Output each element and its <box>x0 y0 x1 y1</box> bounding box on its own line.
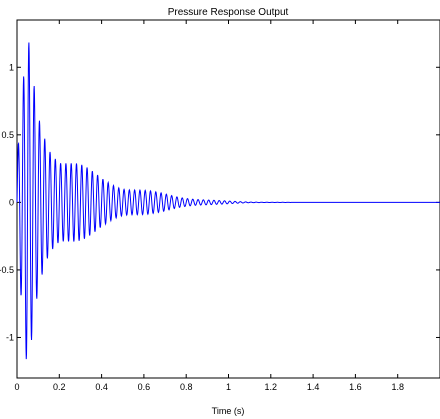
x-tick-label: 1.4 <box>307 382 320 392</box>
x-tick-label: 1.2 <box>265 382 278 392</box>
x-tick-label: 0.8 <box>180 382 193 392</box>
y-tick-label: 1 <box>9 62 14 72</box>
y-tick-label: 0.5 <box>1 130 14 140</box>
x-axis-ticks: 0 0.2 0.4 0.6 0.8 1 1.2 1.4 1.6 1.8 <box>14 20 404 392</box>
y-tick-label: 0 <box>9 197 14 207</box>
x-tick-label: 1.8 <box>391 382 404 392</box>
y-tick-label: -1 <box>6 332 14 342</box>
x-tick-label: 0 <box>14 382 19 392</box>
x-tick-label: 1 <box>226 382 231 392</box>
x-axis-label: Time (s) <box>212 406 245 416</box>
chart-title: Pressure Response Output <box>168 7 289 18</box>
x-tick-label: 0.4 <box>95 382 108 392</box>
x-tick-label: 0.6 <box>138 382 151 392</box>
x-tick-label: 1.6 <box>349 382 362 392</box>
plot-area <box>16 19 440 379</box>
x-tick-label: 0.2 <box>53 382 66 392</box>
series-line <box>16 42 440 360</box>
y-tick-label: -0.5 <box>0 265 14 275</box>
